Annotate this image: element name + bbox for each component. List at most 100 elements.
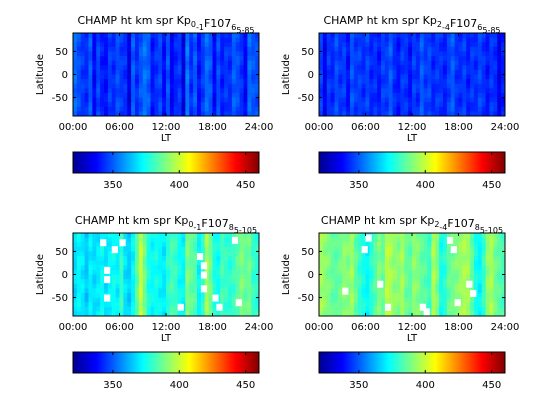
heatmap-cell (92, 69, 97, 75)
heatmap-cell (247, 42, 252, 48)
heatmap-cell (412, 246, 417, 252)
heatmap-cell (446, 88, 452, 94)
heatmap-cell (477, 69, 483, 75)
heatmap-cell (357, 265, 363, 271)
heatmap-cell (100, 79, 105, 85)
heatmap-cell (342, 51, 347, 57)
heatmap-cell (439, 274, 444, 280)
heatmap-cell (404, 69, 409, 75)
heatmap-cell (150, 46, 155, 52)
heatmap-cell (322, 283, 328, 289)
heatmap-cell (193, 269, 198, 275)
heatmap-cell (208, 65, 213, 71)
heatmap-cell (485, 311, 490, 317)
heatmap-cell (334, 69, 339, 75)
heatmap-cell (73, 79, 78, 85)
heatmap-cell (319, 306, 324, 312)
heatmap-cell (497, 74, 502, 80)
heatmap-cell (404, 88, 409, 94)
heatmap-cell (169, 79, 175, 85)
heatmap-cell (166, 33, 171, 39)
heatmap-cell (111, 102, 117, 108)
heatmap-cell (208, 79, 213, 85)
heatmap-cells (319, 233, 506, 317)
heatmap-cell (197, 274, 202, 280)
heatmap-cell (431, 102, 436, 108)
heatmap-cell (127, 65, 132, 71)
heatmap-cell (84, 111, 89, 117)
heatmap-cell (493, 79, 498, 85)
heatmap-cell (115, 83, 120, 89)
heatmap-cell (115, 111, 120, 117)
heatmap-cell (138, 60, 144, 66)
heatmap-cell (404, 233, 409, 239)
heatmap-cell (243, 88, 248, 94)
heatmap-cell (243, 56, 248, 62)
heatmap-cell (189, 279, 194, 285)
heatmap-cell (220, 97, 225, 103)
heatmap-cell (231, 242, 237, 248)
heatmap-cell (158, 233, 163, 239)
heatmap-cell (330, 311, 335, 317)
heatmap-cell (431, 251, 436, 257)
heatmap-cell (361, 260, 366, 266)
heatmap-cell (419, 251, 425, 257)
heatmap-cell (408, 260, 413, 266)
heatmap-cell (208, 97, 213, 103)
heatmap-cell (216, 106, 221, 112)
heatmap-cell (231, 33, 237, 39)
heatmap-cell (243, 42, 248, 48)
heatmap-cell (100, 88, 105, 94)
heatmap-cell (197, 37, 202, 43)
heatmap-cell (142, 92, 148, 98)
heatmap-cell (319, 60, 324, 66)
heatmap-cell (415, 283, 421, 289)
heatmap-cell (477, 246, 483, 252)
heatmap-cell (73, 279, 78, 285)
heatmap-cell (365, 33, 370, 39)
heatmap-cell (131, 51, 136, 57)
heatmap-cell (388, 260, 394, 266)
heatmap-cell (224, 51, 229, 57)
heatmap-cell (200, 233, 206, 239)
y-tick-label: 0 (308, 270, 314, 281)
heatmap-cell (330, 256, 335, 262)
heatmap-cell (489, 274, 494, 280)
heatmap-cell (247, 306, 252, 312)
heatmap-cell (119, 88, 124, 94)
heatmap-cell (228, 111, 233, 117)
heatmap-cell (377, 269, 382, 275)
heatmap-cell (408, 46, 413, 52)
heatmap-cell (361, 274, 366, 280)
heatmap-cell (158, 246, 163, 252)
heatmap-cell (204, 56, 210, 62)
heatmap-cell (330, 102, 335, 108)
heatmap-cell (485, 83, 490, 89)
heatmap-cell (373, 279, 378, 285)
heatmap-cell (193, 242, 198, 248)
heatmap-cell (369, 51, 374, 57)
heatmap-cell (88, 269, 93, 275)
heatmap-cell (412, 233, 417, 239)
heatmap-cell (235, 246, 241, 252)
heatmap-cell (200, 69, 206, 75)
heatmap-cell (450, 97, 456, 103)
heatmap-cell (477, 65, 483, 71)
heatmap-cell (408, 102, 413, 108)
heatmap-cell (373, 256, 378, 262)
heatmap-cell (435, 297, 440, 303)
heatmap-cell (435, 279, 440, 285)
heatmap-cell (443, 288, 448, 294)
heatmap-cell (377, 46, 382, 52)
heatmap-cell (501, 51, 506, 57)
heatmap-cell (92, 242, 97, 248)
heatmap-cell (350, 251, 355, 257)
heatmap-cell (154, 69, 159, 75)
heatmap-cell (326, 106, 332, 112)
heatmap-cell (357, 60, 363, 66)
heatmap-cell (255, 297, 260, 303)
heatmap-cell (204, 106, 210, 112)
heatmap-cell (322, 288, 328, 294)
heatmap-cell (255, 37, 260, 43)
heatmap-cell (204, 279, 210, 285)
